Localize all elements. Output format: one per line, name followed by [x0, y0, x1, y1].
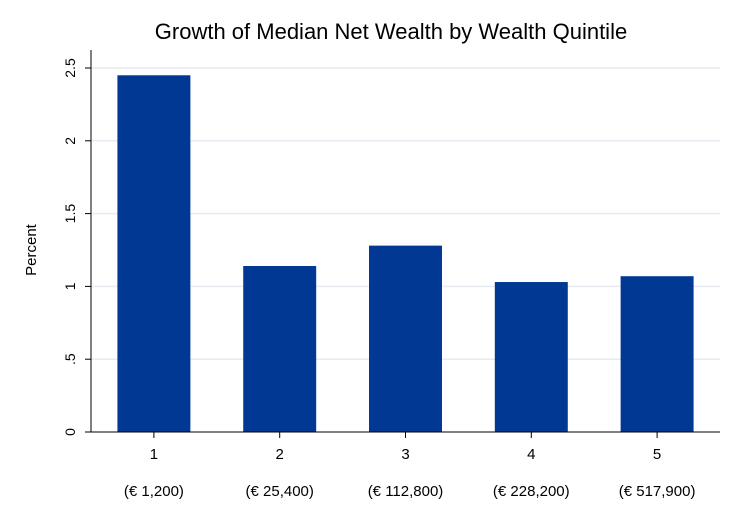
x-tick-label: 3 — [401, 446, 409, 463]
axis-layer: 0 .5 1 1.5 2 2.5 1 (€ 1,200) 2 (€ 25,400) 3 (€ 112,… — [62, 50, 720, 500]
x-category-sublabel: (€ 228,200) — [493, 483, 570, 500]
chart-title: Growth of Median Net Wealth by Wealth Qu… — [155, 19, 627, 44]
x-category-sublabel: (€ 517,900) — [619, 483, 696, 500]
y-tick-label: .5 — [62, 353, 78, 365]
bar — [117, 75, 191, 432]
x-tick-label: 5 — [653, 446, 661, 463]
x-category-sublabel: (€ 25,400) — [246, 483, 314, 500]
bar — [369, 245, 442, 432]
y-tick-label: 1 — [62, 282, 78, 290]
x-category-sublabel: (€ 112,800) — [368, 483, 444, 500]
y-tick-label: 0 — [62, 428, 78, 436]
x-tick-label: 4 — [527, 446, 535, 463]
bar — [243, 266, 317, 432]
bar — [620, 276, 694, 432]
x-category-sublabel: (€ 1,200) — [124, 483, 184, 500]
x-tick-label: 1 — [150, 446, 158, 463]
y-tick-label: 2.5 — [62, 58, 78, 78]
bar — [494, 282, 568, 432]
grid-layer — [91, 67, 720, 360]
y-tick-label: 1.5 — [62, 204, 78, 224]
x-tick-label: 2 — [276, 446, 284, 463]
bar-layer — [117, 75, 694, 432]
y-axis-label: Percent — [23, 223, 40, 276]
y-tick-label: 2 — [62, 137, 78, 145]
